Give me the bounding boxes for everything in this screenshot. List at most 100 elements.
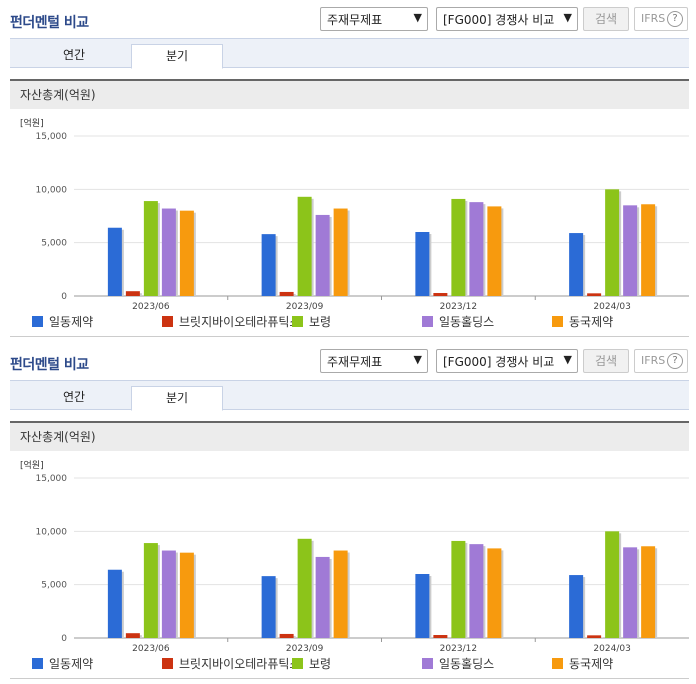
fundamental-panel-2: 펀더멘털 비교 주재무제표 ▼ [FG000] 경쟁사 비교 ▼ 검색 IFRS… (0, 342, 696, 684)
tab-quarterly[interactable]: 분기 (131, 44, 223, 69)
bar (179, 210, 194, 296)
legend-label: 일동제약 (49, 315, 94, 329)
bar (333, 550, 348, 638)
divider (10, 336, 689, 337)
chart-legend: 일동제약 브릿지바이오테라퓨틱스 보령 일동홀딩스 동국제약 (10, 655, 689, 671)
report-type-select[interactable]: 주재무제표 ▼ (320, 349, 428, 373)
bar (107, 569, 122, 638)
section-title: 자산총계(억원) (10, 79, 689, 109)
bar (587, 293, 602, 296)
legend-item[interactable]: 동국제약 (552, 313, 613, 330)
bar (125, 291, 140, 296)
y-tick-label: 5,000 (41, 581, 67, 591)
legend-swatch (162, 658, 173, 669)
compare-select[interactable]: [FG000] 경쟁사 비교 ▼ (436, 7, 578, 31)
legend-label: 브릿지바이오테라퓨틱스 (179, 315, 301, 329)
legend-label: 일동홀딩스 (439, 315, 495, 329)
y-tick-label: 10,000 (36, 185, 68, 195)
chevron-down-icon: ▼ (413, 11, 422, 24)
ifrs-help-button[interactable]: IFRS ? (634, 7, 688, 31)
bar (161, 208, 176, 296)
chevron-down-icon: ▼ (563, 11, 572, 24)
y-tick-label: 15,000 (36, 132, 68, 142)
legend-label: 동국제약 (569, 315, 614, 329)
bar (261, 234, 276, 296)
bar (451, 540, 466, 638)
search-button[interactable]: 검색 (583, 349, 629, 373)
y-tick-label: 10,000 (36, 527, 68, 537)
legend-item[interactable]: 일동홀딩스 (422, 313, 494, 330)
bar (587, 635, 602, 638)
bar (297, 196, 312, 296)
bar (605, 189, 620, 296)
bar (451, 198, 466, 296)
tab-quarterly[interactable]: 분기 (131, 386, 223, 411)
x-tick-label: 2023/09 (286, 302, 324, 311)
section-title: 자산총계(억원) (10, 421, 689, 451)
panel-title: 펀더멘털 비교 (10, 15, 89, 31)
legend-swatch (422, 316, 433, 327)
bar (315, 556, 330, 638)
bar (415, 232, 430, 296)
bar (315, 214, 330, 296)
bar (279, 633, 294, 638)
legend-item[interactable]: 일동제약 (32, 655, 93, 672)
help-icon: ? (667, 353, 683, 369)
legend-item[interactable]: 동국제약 (552, 655, 613, 672)
legend-label: 일동제약 (49, 657, 94, 671)
panel-title: 펀더멘털 비교 (10, 357, 89, 373)
legend-swatch (32, 316, 43, 327)
legend-label: 브릿지바이오테라퓨틱스 (179, 657, 301, 671)
bar (641, 546, 656, 638)
legend-swatch (292, 316, 303, 327)
bar (433, 293, 448, 296)
bar (569, 233, 584, 296)
legend-item[interactable]: 일동홀딩스 (422, 655, 494, 672)
search-button[interactable]: 검색 (583, 7, 629, 31)
legend-item[interactable]: 일동제약 (32, 313, 93, 330)
y-tick-label: 0 (61, 292, 67, 302)
legend-item[interactable]: 브릿지바이오테라퓨틱스 (162, 313, 300, 330)
asset-chart: [억원] 0 5,000 10,000 15,000 2023/06 2023/09 2023… (20, 459, 689, 653)
legend-item[interactable]: 브릿지바이오테라퓨틱스 (162, 655, 300, 672)
bar (487, 206, 502, 296)
bar (487, 548, 502, 638)
bar (143, 201, 158, 296)
x-tick-label: 2023/06 (132, 644, 170, 653)
bar (179, 552, 194, 638)
legend-swatch (32, 658, 43, 669)
x-tick-label: 2023/12 (440, 644, 477, 653)
legend-label: 보령 (309, 657, 332, 671)
tab-annual[interactable]: 연간 (62, 390, 86, 404)
ifrs-label: IFRS (641, 354, 666, 367)
y-tick-label: 0 (61, 634, 67, 644)
report-type-select[interactable]: 주재무제표 ▼ (320, 7, 428, 31)
bar (125, 633, 140, 638)
y-tick-label: 5,000 (41, 239, 67, 249)
bar (415, 574, 430, 638)
period-tabs: 연간 분기 (10, 380, 689, 411)
compare-value: [FG000] 경쟁사 비교 (443, 355, 555, 369)
bar (333, 208, 348, 296)
legend-label: 보령 (309, 315, 332, 329)
ifrs-label: IFRS (641, 12, 666, 25)
legend-swatch (552, 658, 563, 669)
legend-label: 동국제약 (569, 657, 614, 671)
bar (623, 205, 638, 296)
report-type-value: 주재무제표 (327, 355, 383, 369)
legend-item[interactable]: 보령 (292, 313, 331, 330)
tab-annual[interactable]: 연간 (62, 48, 86, 62)
legend-item[interactable]: 보령 (292, 655, 331, 672)
x-tick-label: 2023/12 (440, 302, 477, 311)
report-type-value: 주재무제표 (327, 13, 383, 27)
bar (569, 575, 584, 638)
bar (297, 538, 312, 638)
compare-select[interactable]: [FG000] 경쟁사 비교 ▼ (436, 349, 578, 373)
ifrs-help-button[interactable]: IFRS ? (634, 349, 688, 373)
bar (107, 227, 122, 296)
period-tabs: 연간 분기 (10, 38, 689, 69)
legend-swatch (422, 658, 433, 669)
y-unit-label: [억원] (20, 459, 44, 471)
legend-swatch (292, 658, 303, 669)
bar (641, 204, 656, 296)
